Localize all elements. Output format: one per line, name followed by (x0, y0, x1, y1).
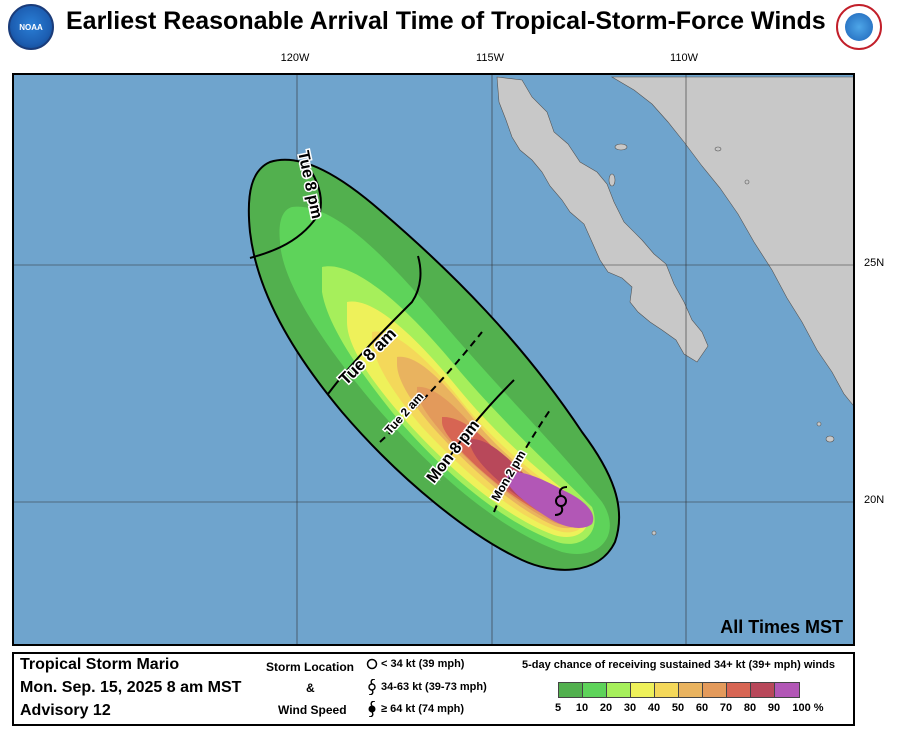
storm-name: Tropical Storm Mario (20, 656, 180, 673)
probability-tick-label: 80 (743, 702, 757, 714)
legend-panel: Tropical Storm Mario Mon. Sep. 15, 2025 … (12, 652, 855, 726)
hurricane-icon (368, 701, 376, 717)
map-panel: Tue 8 pm Tue 8 am Tue 2 am Mon 8 pm Mon … (12, 73, 855, 646)
probability-swatch (607, 683, 631, 697)
probability-tick-label: 70 (719, 702, 733, 714)
longitude-label-110w: 110W (670, 52, 698, 64)
time-zone-label: All Times MST (720, 617, 843, 637)
probability-swatch (775, 683, 799, 697)
page-title: Earliest Reasonable Arrival Time of Trop… (66, 7, 826, 35)
tropical-storm-icon (554, 486, 568, 516)
longitude-label-120w: 120W (280, 52, 310, 64)
probability-swatch (679, 683, 703, 697)
latitude-label-20n: 20N (864, 494, 885, 506)
probability-tick-label: 10 (575, 702, 589, 714)
probability-color-bar (558, 682, 800, 698)
nws-logo (836, 4, 882, 50)
probability-tick-label: 90 (767, 702, 781, 714)
issue-time: Mon. Sep. 15, 2025 8 am MST (20, 679, 242, 696)
probability-swatch (727, 683, 751, 697)
map-canvas: Tue 8 pm Tue 8 am Tue 2 am Mon 8 pm Mon … (14, 75, 853, 644)
baja-california (496, 76, 709, 363)
probability-tick-label: 60 (695, 702, 709, 714)
arrival-contours (249, 159, 551, 513)
wind-category-row: 34-63 kt (39-73 mph) (366, 679, 487, 695)
storm-location-label: Storm Location (266, 660, 355, 674)
tropical-storm-icon (368, 679, 376, 695)
probability-tick-label: 50 (671, 702, 685, 714)
longitude-label-115w: 115W (476, 52, 504, 64)
probability-tick-label: 30 (623, 702, 637, 714)
wind-category-text: ≥ 64 kt (74 mph) (381, 703, 465, 715)
probability-scale-title: 5-day chance of receiving sustained 34+ … (522, 659, 835, 671)
wind-category-row: < 34 kt (39 mph) (366, 658, 464, 670)
mainland-mexico (610, 76, 853, 406)
probability-swatch (559, 683, 583, 697)
probability-tick-label: 20 (599, 702, 613, 714)
probability-tick-label: 40 (647, 702, 661, 714)
wind-category-text: < 34 kt (39 mph) (381, 658, 465, 670)
probability-tick-label: 100 % (792, 702, 824, 714)
advisory-number: Advisory 12 (20, 702, 111, 719)
probability-swatch (751, 683, 775, 697)
ampersand-label: & (306, 681, 315, 695)
latitude-label-25n: 25N (864, 257, 885, 269)
low-circle-icon (366, 658, 378, 670)
probability-swatch (583, 683, 607, 697)
probability-swatch (703, 683, 727, 697)
islands (608, 143, 835, 536)
wind-category-text: 34-63 kt (39-73 mph) (381, 681, 487, 693)
probability-swatch (655, 683, 679, 697)
noaa-logo: NOAA (8, 4, 54, 50)
wind-speed-label: Wind Speed (278, 703, 347, 717)
swath-outline (247, 158, 621, 571)
probability-swatch (631, 683, 655, 697)
wind-category-row: ≥ 64 kt (74 mph) (366, 701, 464, 717)
header: NOAA Earliest Reasonable Arrival Time of… (0, 0, 897, 50)
probability-tick-label: 5 (554, 702, 562, 714)
